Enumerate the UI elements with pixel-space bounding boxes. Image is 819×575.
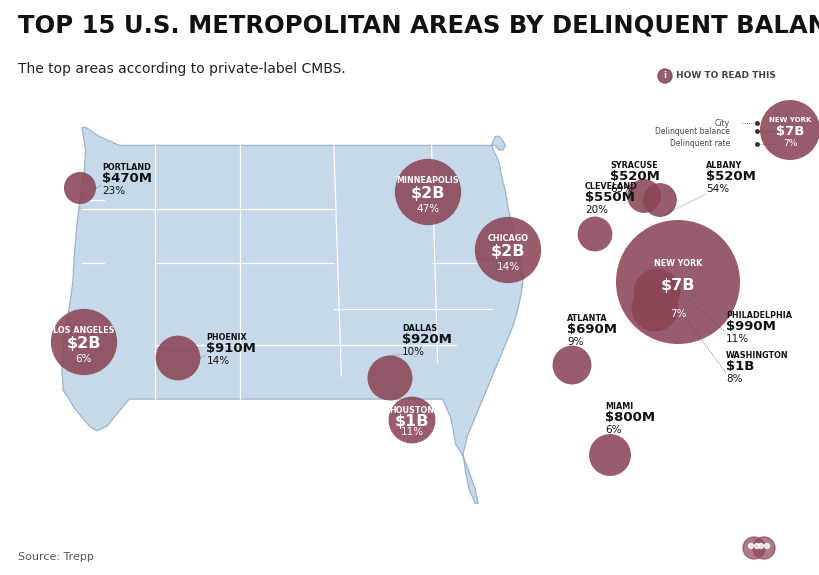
Circle shape xyxy=(156,336,200,380)
Text: 11%: 11% xyxy=(725,334,749,344)
Circle shape xyxy=(633,269,680,315)
Text: $2B: $2B xyxy=(66,336,101,351)
Text: ATLANTA: ATLANTA xyxy=(566,313,607,323)
Text: PHILADELPHIA: PHILADELPHIA xyxy=(725,311,791,320)
Text: MINNEAPOLIS: MINNEAPOLIS xyxy=(396,176,459,185)
Text: SYRACUSE: SYRACUSE xyxy=(609,161,657,170)
Circle shape xyxy=(577,217,612,251)
Text: MIAMI: MIAMI xyxy=(604,402,632,411)
Circle shape xyxy=(615,220,739,344)
Text: 11%: 11% xyxy=(400,427,423,437)
Circle shape xyxy=(759,100,819,160)
Text: PHOENIX: PHOENIX xyxy=(206,333,247,342)
Circle shape xyxy=(763,543,768,549)
Text: 20%: 20% xyxy=(584,205,607,214)
Text: $920M: $920M xyxy=(401,332,451,346)
Text: 6%: 6% xyxy=(75,354,92,364)
Text: Source: Trepp: Source: Trepp xyxy=(18,552,93,562)
Circle shape xyxy=(474,217,541,283)
Circle shape xyxy=(642,183,676,217)
Circle shape xyxy=(627,179,660,213)
Text: 14%: 14% xyxy=(495,262,519,272)
Circle shape xyxy=(758,543,762,549)
Text: $520M: $520M xyxy=(609,170,659,183)
Circle shape xyxy=(388,397,435,443)
Text: CLEVELAND: CLEVELAND xyxy=(584,182,637,191)
Text: $800M: $800M xyxy=(604,411,654,424)
Polygon shape xyxy=(61,127,523,503)
Text: $2B: $2B xyxy=(490,244,525,259)
Text: $7B: $7B xyxy=(775,125,803,137)
Text: $990M: $990M xyxy=(725,320,775,333)
Text: $2B: $2B xyxy=(410,186,445,201)
Text: $550M: $550M xyxy=(584,191,634,204)
Text: $690M: $690M xyxy=(566,323,616,336)
Circle shape xyxy=(752,537,774,559)
Text: 6%: 6% xyxy=(604,425,621,435)
Text: $7B: $7B xyxy=(660,278,695,293)
Circle shape xyxy=(395,159,460,225)
Circle shape xyxy=(51,309,117,375)
Text: i: i xyxy=(663,71,666,80)
Text: CHICAGO: CHICAGO xyxy=(487,233,528,243)
Circle shape xyxy=(748,543,753,549)
Text: 9%: 9% xyxy=(566,336,583,347)
Text: The top areas according to private-label CMBS.: The top areas according to private-label… xyxy=(18,62,346,76)
Circle shape xyxy=(742,537,764,559)
Text: $470M: $470M xyxy=(102,172,152,185)
Text: Delinquent balance: Delinquent balance xyxy=(654,126,729,136)
Text: 10%: 10% xyxy=(401,347,424,356)
Text: TOP 15 U.S. METROPOLITAN AREAS BY DELINQUENT BALANCE: TOP 15 U.S. METROPOLITAN AREAS BY DELINQ… xyxy=(18,14,819,38)
Text: 8%: 8% xyxy=(725,374,741,384)
Text: City: City xyxy=(714,118,729,128)
Text: PORTLAND: PORTLAND xyxy=(102,163,151,172)
Text: HOW TO READ THIS: HOW TO READ THIS xyxy=(675,71,775,80)
Circle shape xyxy=(552,346,590,385)
Text: 23%: 23% xyxy=(102,186,125,196)
Text: $1B: $1B xyxy=(394,413,428,429)
Text: 14%: 14% xyxy=(206,356,229,366)
Text: 69%: 69% xyxy=(609,184,632,194)
Circle shape xyxy=(64,172,96,204)
Text: $910M: $910M xyxy=(206,342,256,355)
Text: LOS ANGELES: LOS ANGELES xyxy=(53,325,115,335)
Circle shape xyxy=(588,434,630,476)
Text: $1B: $1B xyxy=(725,360,753,373)
Text: $520M: $520M xyxy=(705,170,755,183)
Text: DALLAS: DALLAS xyxy=(401,324,437,332)
Text: NEW YORK: NEW YORK xyxy=(768,117,810,123)
Circle shape xyxy=(657,69,672,83)
Circle shape xyxy=(631,285,677,331)
Text: 47%: 47% xyxy=(416,204,439,214)
Text: 7%: 7% xyxy=(782,140,796,148)
Text: Delinquent rate: Delinquent rate xyxy=(669,140,729,148)
Text: 54%: 54% xyxy=(705,184,728,194)
Text: 7%: 7% xyxy=(669,309,686,319)
Circle shape xyxy=(753,543,758,549)
Text: ALBANY: ALBANY xyxy=(705,161,741,170)
Circle shape xyxy=(367,355,412,400)
Text: WASHINGTON: WASHINGTON xyxy=(725,351,788,360)
Text: NEW YORK: NEW YORK xyxy=(653,259,701,269)
Text: HOUSTON: HOUSTON xyxy=(389,406,434,415)
